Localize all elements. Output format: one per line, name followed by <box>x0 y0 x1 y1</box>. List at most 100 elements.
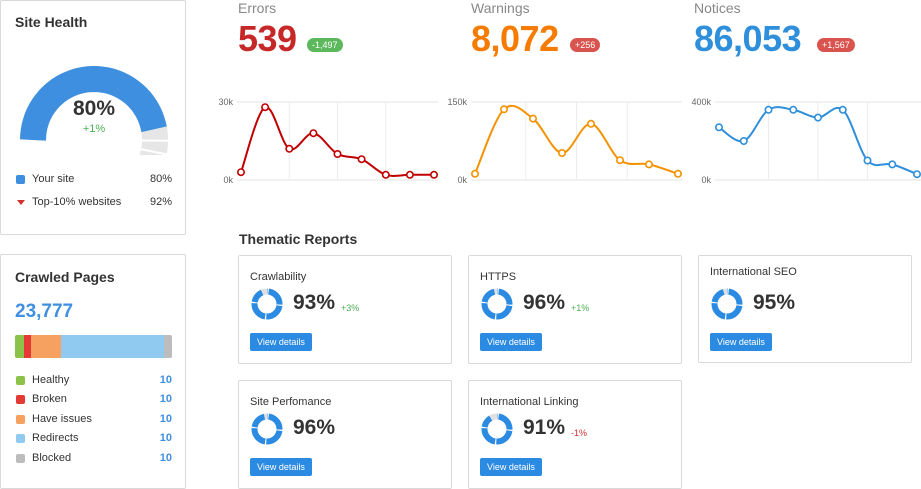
thematic-reports-title: Thematic Reports <box>239 231 358 247</box>
data-point[interactable] <box>261 103 270 112</box>
data-point[interactable] <box>333 149 342 158</box>
y-tick-label: 150k <box>447 97 467 107</box>
crawled-label: Blocked <box>32 452 72 464</box>
crawled-label: Redirects <box>32 432 79 444</box>
donut-divider <box>251 288 283 320</box>
report-name: Crawlability <box>250 271 307 283</box>
data-point[interactable] <box>381 170 390 179</box>
site-health-delta: +1% <box>82 123 106 135</box>
data-point[interactable] <box>913 170 921 179</box>
data-point[interactable] <box>674 169 682 178</box>
report-donut <box>711 288 743 320</box>
crawled-pages-card: Crawled Pages 23,777 Healthy 10 Broken 1… <box>0 254 186 489</box>
report-donut <box>251 288 283 320</box>
warnings-delta-badge: +256 <box>570 38 601 52</box>
y-tick-label: 0k <box>457 175 467 185</box>
report-donut <box>251 413 283 445</box>
report-delta: -1% <box>571 428 588 438</box>
data-point[interactable] <box>499 105 508 114</box>
data-point[interactable] <box>470 169 479 178</box>
donut-fill <box>711 288 743 320</box>
bar-segment-blocked[interactable] <box>164 335 172 358</box>
data-point[interactable] <box>430 170 438 179</box>
data-point[interactable] <box>357 155 366 164</box>
view-details-button[interactable]: View details <box>480 333 542 351</box>
data-point[interactable] <box>739 136 748 145</box>
bar-segment-broken[interactable] <box>23 335 32 358</box>
bar-segment-have-issues[interactable] <box>31 335 62 358</box>
warnings-value[interactable]: 8,072 <box>471 18 559 59</box>
legend-your-site-label: Your site <box>32 173 75 185</box>
data-point[interactable] <box>558 148 567 157</box>
data-point[interactable] <box>888 160 897 169</box>
data-point[interactable] <box>405 170 414 179</box>
report-card-international-seo: International SEO 95% View details <box>698 255 912 363</box>
crawled-value[interactable]: 10 <box>159 432 172 444</box>
view-details-button[interactable]: View details <box>710 333 772 351</box>
notices-value[interactable]: 86,053 <box>694 18 802 59</box>
view-details-button[interactable]: View details <box>480 458 542 476</box>
have-issues-swatch <box>16 415 25 424</box>
bar-segment-healthy[interactable] <box>15 335 24 358</box>
y-tick-label: 30k <box>218 97 233 107</box>
data-point[interactable] <box>789 105 798 114</box>
crawled-label: Broken <box>32 393 67 405</box>
y-tick-label: 400k <box>691 97 711 107</box>
data-point[interactable] <box>616 156 625 165</box>
donut-fill <box>251 413 283 445</box>
donut-fill <box>481 288 513 320</box>
crawled-value[interactable]: 10 <box>159 413 172 425</box>
data-point[interactable] <box>587 119 596 128</box>
report-percent: 95% <box>753 291 796 314</box>
your-site-swatch <box>16 175 25 184</box>
donut-fill <box>251 288 283 320</box>
data-point[interactable] <box>529 114 538 123</box>
site-health-gauge <box>20 65 169 155</box>
data-point[interactable] <box>236 168 245 177</box>
crawled-value[interactable]: 10 <box>159 452 172 464</box>
report-donut <box>481 288 513 320</box>
gauge-fill <box>20 65 167 141</box>
crawled-value[interactable]: 10 <box>159 393 172 405</box>
crawled-value[interactable]: 10 <box>159 374 172 386</box>
data-point[interactable] <box>814 113 823 122</box>
report-card-site-performance: Site Perfomance 96% View details <box>238 380 452 489</box>
y-tick-label: 0k <box>223 175 233 185</box>
errors-label: Errors <box>238 0 277 16</box>
bar-segment-redirects[interactable] <box>61 335 165 358</box>
site-health-percent: 80% <box>72 97 116 120</box>
report-percent: 96% <box>523 291 566 314</box>
errors-value[interactable]: 539 <box>238 18 297 59</box>
data-point[interactable] <box>838 105 847 114</box>
data-point[interactable] <box>309 129 318 138</box>
report-card-international-linking: International Linking 91% -1% View detai… <box>468 380 682 489</box>
view-details-button[interactable]: View details <box>250 458 312 476</box>
donut-divider <box>251 413 283 445</box>
view-details-button[interactable]: View details <box>250 333 312 351</box>
donut-divider <box>481 413 513 445</box>
legend-your-site-value: 80% <box>149 173 172 185</box>
crawled-label: Healthy <box>32 374 70 386</box>
data-point[interactable] <box>645 160 654 169</box>
donut-fill <box>481 413 513 445</box>
crawled-pages-title: Crawled Pages <box>15 269 115 285</box>
data-point[interactable] <box>863 156 872 165</box>
report-donut <box>481 413 513 445</box>
notices-trend-chart: 400k 0k <box>691 97 921 185</box>
crawled-pages-bar <box>15 335 172 358</box>
errors-delta-badge: -1,497 <box>307 38 343 52</box>
crawled-label: Have issues <box>32 413 92 425</box>
report-percent: 93% <box>293 291 336 314</box>
data-point[interactable] <box>764 105 773 114</box>
crawled-pages-count: 23,777 <box>15 301 74 322</box>
y-tick-label: 0k <box>701 175 711 185</box>
notices-delta-badge: +1,567 <box>817 38 855 52</box>
data-point[interactable] <box>285 144 294 153</box>
legend-top10-label: Top-10% websites <box>32 196 122 208</box>
report-name: International SEO <box>710 266 797 278</box>
data-point[interactable] <box>714 123 723 132</box>
warnings-trend-chart: 150k 0k <box>447 97 682 185</box>
gauge-divider <box>140 148 167 155</box>
legend-top10-value: 92% <box>149 196 172 208</box>
healthy-swatch <box>16 376 25 385</box>
